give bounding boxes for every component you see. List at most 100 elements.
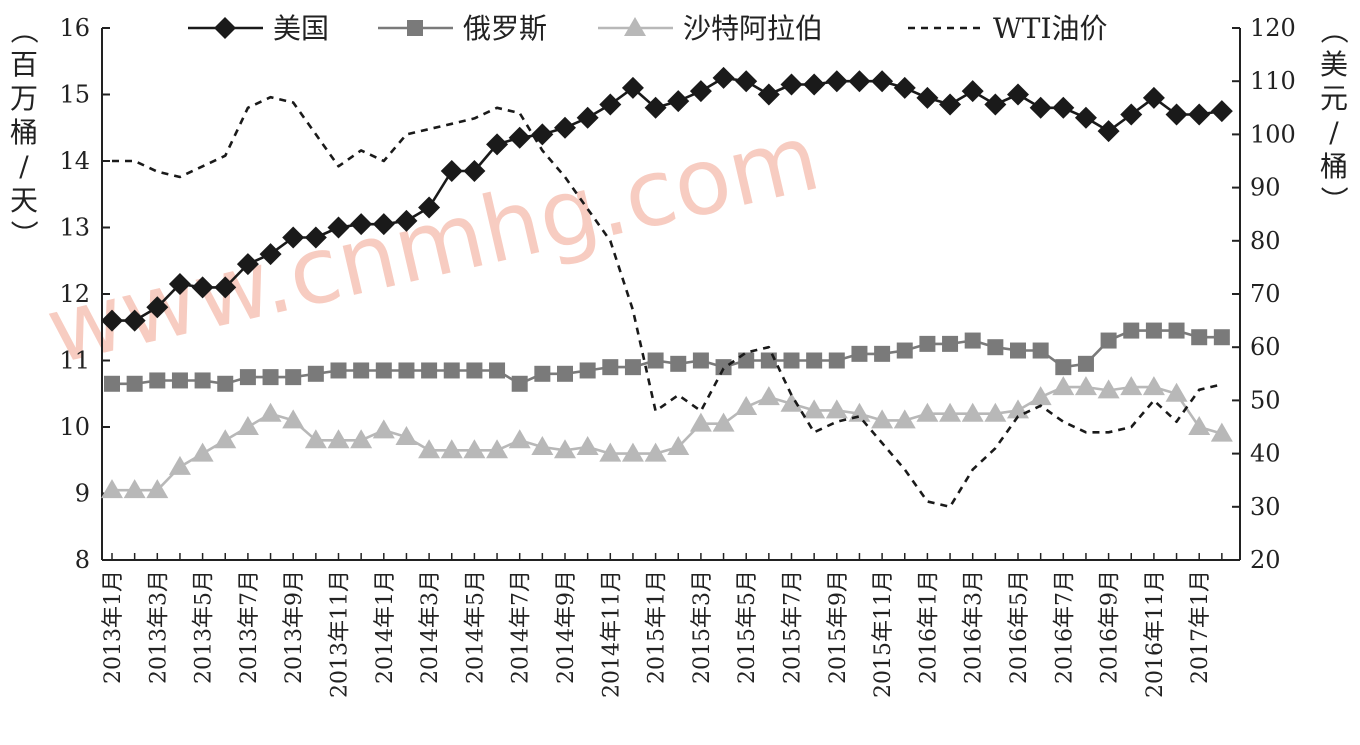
data-point-diamond xyxy=(961,80,984,103)
x-tick-label: 2013年7月 xyxy=(237,570,262,684)
x-tick-label: 2014年3月 xyxy=(418,570,443,684)
data-point-diamond xyxy=(531,123,554,146)
data-point-diamond xyxy=(893,76,916,99)
left-tick-label: 10 xyxy=(59,413,90,441)
data-point-square xyxy=(964,332,981,349)
axis-label-char: 天 xyxy=(10,184,38,217)
data-point-square xyxy=(828,352,845,369)
left-tick-label: 15 xyxy=(59,81,90,109)
x-tick-label: 2016年1月 xyxy=(916,570,941,684)
data-point-diamond xyxy=(350,213,373,236)
axis-label-char: 百 xyxy=(10,48,38,81)
data-point-diamond xyxy=(440,159,463,182)
data-point-diamond xyxy=(486,133,509,156)
data-point-square xyxy=(330,362,347,379)
axis-label-char: 万 xyxy=(10,82,38,115)
data-point-square xyxy=(1100,332,1117,349)
x-tick-label: 2015年3月 xyxy=(690,570,715,684)
data-point-triangle xyxy=(735,396,758,416)
data-point-square xyxy=(353,362,370,379)
watermark-text: www.cnmhg.com xyxy=(37,104,828,385)
data-point-square xyxy=(239,369,256,386)
data-point-square xyxy=(194,372,211,389)
data-point-square xyxy=(1055,359,1072,376)
data-point-triangle xyxy=(1007,399,1029,419)
data-point-triangle xyxy=(327,429,350,449)
data-point-square xyxy=(1213,329,1230,346)
right-tick-label: 60 xyxy=(1250,333,1281,361)
data-point-triangle xyxy=(1142,376,1165,396)
data-point-diamond xyxy=(1052,96,1075,119)
data-point-triangle xyxy=(712,412,735,432)
axis-label-char: 桶 xyxy=(10,116,38,149)
data-point-triangle xyxy=(146,479,169,499)
legend-label: 美国 xyxy=(273,12,329,45)
data-point-square xyxy=(579,362,596,379)
data-point-square xyxy=(987,339,1004,356)
data-point-triangle xyxy=(282,409,305,429)
left-tick-label: 13 xyxy=(59,214,90,242)
data-point-triangle xyxy=(780,392,803,412)
data-point-diamond xyxy=(1188,103,1211,126)
data-point-triangle xyxy=(372,419,395,439)
data-point-square xyxy=(466,362,483,379)
data-point-square xyxy=(1123,322,1140,339)
data-point-diamond xyxy=(644,96,667,119)
data-point-diamond xyxy=(1029,96,1052,119)
data-point-square xyxy=(1077,355,1094,372)
data-point-diamond xyxy=(1165,103,1188,126)
data-point-diamond xyxy=(282,226,305,249)
left-tick-label: 8 xyxy=(75,546,90,574)
x-tick-label: 2013年1月 xyxy=(101,570,126,684)
data-point-square xyxy=(670,355,687,372)
x-tick-label: 2016年7月 xyxy=(1052,570,1077,684)
axis-label-char: 桶 xyxy=(1320,150,1348,183)
data-point-square xyxy=(919,335,936,352)
data-point-square xyxy=(1168,322,1185,339)
data-point-triangle xyxy=(916,402,939,422)
right-tick-label: 70 xyxy=(1250,280,1281,308)
data-point-triangle xyxy=(871,409,894,429)
legend: 美国 俄罗斯 沙特阿拉伯 WTI油价 xyxy=(188,12,1108,45)
data-point-diamond xyxy=(871,70,894,93)
left-tick-label: 11 xyxy=(59,347,90,375)
data-point-triangle xyxy=(667,435,690,455)
data-point-diamond xyxy=(735,70,758,93)
legend-label: 沙特阿拉伯 xyxy=(683,12,823,45)
data-point-diamond xyxy=(825,70,848,93)
legend-marker-diamond xyxy=(214,17,236,39)
data-point-square xyxy=(806,352,823,369)
data-point-square xyxy=(171,372,188,389)
data-point-diamond xyxy=(1210,100,1233,123)
axis-label-char: 元 xyxy=(1320,82,1348,115)
data-point-triangle xyxy=(304,429,327,449)
x-tick-label: 2015年1月 xyxy=(645,570,670,684)
left-tick-label: 16 xyxy=(59,14,90,42)
data-point-diamond xyxy=(1007,83,1029,106)
right-tick-label: 50 xyxy=(1250,386,1281,414)
data-point-square xyxy=(851,345,868,362)
right-tick-label: 110 xyxy=(1250,67,1296,95)
data-point-diamond xyxy=(123,309,146,332)
right-tick-label: 90 xyxy=(1250,174,1281,202)
data-point-diamond xyxy=(1142,86,1165,109)
data-point-square xyxy=(534,365,551,382)
data-point-triangle xyxy=(893,409,916,429)
data-point-diamond xyxy=(848,70,871,93)
data-point-diamond xyxy=(236,253,259,276)
x-tick-label: 2016年3月 xyxy=(962,570,987,684)
right-tick-label: 120 xyxy=(1250,14,1296,42)
data-point-square xyxy=(489,362,506,379)
legend-marker-square xyxy=(407,20,423,36)
x-tick-label: 2015年11月 xyxy=(871,570,896,698)
x-tick-label: 2014年9月 xyxy=(554,570,579,684)
data-point-triangle xyxy=(939,402,962,422)
data-point-triangle xyxy=(825,399,848,419)
data-point-triangle xyxy=(508,429,531,449)
data-point-triangle xyxy=(1188,416,1211,435)
axis-label-char: 美 xyxy=(1320,48,1348,81)
data-point-square xyxy=(557,365,573,382)
data-point-square xyxy=(1191,329,1208,346)
data-point-diamond xyxy=(1120,103,1143,126)
